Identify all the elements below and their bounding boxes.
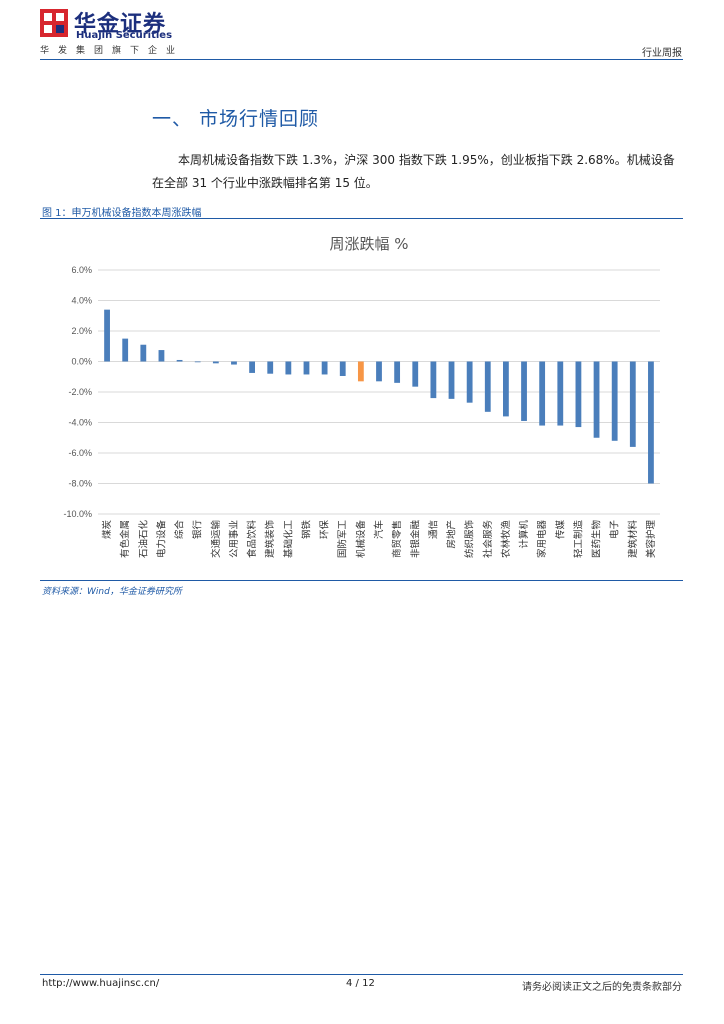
bar-28 (593, 361, 600, 438)
y-tick-label: 2.0% (71, 326, 92, 336)
brand-name-cn: 华金证券 (74, 12, 167, 37)
bar-5 (176, 359, 183, 362)
x-tick-label: 国防军工 (337, 520, 349, 559)
footer-divider (40, 974, 683, 975)
x-tick-label: 通信 (427, 520, 439, 539)
x-tick-label: 美容护理 (645, 520, 657, 559)
bar-29 (611, 361, 618, 441)
x-tick-label: 计算机 (518, 520, 530, 549)
x-tick-label: 房地产 (446, 520, 458, 549)
figure-caption: 图 1：申万机械设备指数本周涨跌幅 (42, 208, 202, 219)
figure-bottom-divider (40, 580, 683, 581)
x-tick-label: 煤炭 (101, 520, 113, 540)
x-tick-label: 电子 (609, 520, 621, 540)
y-tick-label: -4.0% (68, 418, 92, 428)
x-tick-label: 医药生物 (591, 520, 603, 559)
x-tick-label: 基础化工 (282, 520, 294, 559)
x-tick-label: 银行 (192, 520, 204, 540)
bar-6 (194, 361, 201, 363)
x-tick-label: 汽车 (373, 520, 385, 539)
bar-18 (412, 361, 419, 387)
y-tick-label: -6.0% (68, 448, 92, 458)
figure-source: 资料来源：Wind，华金证券研究所 (42, 587, 182, 597)
x-tick-label: 环保 (319, 520, 331, 540)
bar-20 (448, 361, 455, 399)
x-tick-label: 有色金属 (119, 520, 131, 558)
bar-2 (122, 338, 129, 362)
bar-11 (285, 361, 292, 375)
y-tick-label: 4.0% (71, 296, 92, 306)
bar-12 (303, 361, 310, 375)
weekly-change-bar-chart: 周涨跌幅 % 6.0% 4.0% 2.0% 0.0% -2.0% -4.0% -6.0% -8.… (63, 235, 660, 559)
x-tick-label: 社会服务 (482, 520, 494, 559)
chart-title: 周涨跌幅 % (329, 235, 408, 253)
x-tick-label: 轻工制造 (572, 520, 584, 559)
page-number: 4 / 12 (346, 978, 375, 989)
bar-30 (629, 361, 636, 447)
figure-top-divider (40, 218, 683, 219)
bar-26 (557, 361, 564, 426)
bar-27 (575, 361, 582, 428)
footer-disclaimer: 请务必阅读正文之后的免责条款部分 (522, 982, 682, 993)
bar-24 (521, 361, 527, 421)
y-tick-label: 0.0% (71, 357, 92, 367)
x-tick-label: 石油石化 (137, 520, 149, 559)
paragraph-line-2: 在全部 31 个行业中涨跌幅排名第 15 位。 (152, 176, 378, 190)
bar-25 (539, 361, 546, 426)
section-title: 一、 市场行情回顾 (152, 108, 320, 130)
x-tick-label: 农林牧渔 (500, 520, 512, 559)
y-tick-label: -10.0% (63, 509, 92, 519)
x-tick-label: 纺织服饰 (464, 520, 476, 558)
bar-21 (466, 361, 473, 403)
bar-4 (158, 350, 165, 362)
y-tick-label: -2.0% (68, 387, 92, 397)
x-tick-label: 综合 (174, 520, 186, 540)
bar-15 (357, 361, 364, 382)
x-tick-label: 建筑装饰 (264, 520, 276, 558)
bar-7 (212, 361, 219, 364)
bar-16 (376, 361, 382, 382)
y-tick-label: 6.0% (71, 265, 92, 275)
report-type-label: 行业周报 (642, 48, 682, 59)
brand-name-en: Huajin Securities (76, 30, 173, 41)
brand-tagline: 华发集团旗下企业 (40, 46, 185, 56)
paragraph-line-1: 本周机械设备指数下跌 1.3%，沪深 300 指数下跌 1.95%，创业板指下跌… (178, 153, 675, 167)
x-tick-label: 建筑材料 (627, 520, 639, 559)
x-tick-label: 家用电器 (536, 520, 548, 559)
x-tick-label: 电力设备 (155, 520, 167, 559)
x-tick-label: 交通运输 (210, 520, 222, 559)
bar-10 (267, 361, 274, 374)
footer-url[interactable]: http://www.huajinsc.cn/ (42, 978, 160, 989)
huajin-logo-icon (40, 9, 68, 37)
bar-1 (104, 309, 110, 362)
header-divider (40, 59, 683, 60)
x-tick-label: 非银金融 (409, 520, 421, 559)
bar-17 (394, 361, 401, 383)
bar-31 (648, 361, 654, 484)
x-tick-label: 商贸零售 (391, 520, 403, 558)
bar-13 (321, 361, 328, 375)
y-tick-label: -8.0% (68, 479, 92, 489)
x-tick-label: 传媒 (554, 520, 566, 540)
bar-9 (249, 361, 255, 373)
x-tick-label: 机械设备 (355, 520, 367, 559)
bar-23 (503, 361, 509, 417)
bar-8 (231, 361, 237, 365)
x-tick-label: 公用事业 (228, 520, 240, 558)
bar-14 (339, 361, 346, 376)
bar-22 (484, 361, 491, 412)
bar-3 (140, 344, 147, 362)
x-tick-label: 食品饮料 (246, 520, 258, 559)
bar-19 (430, 361, 437, 399)
x-tick-label: 钢铁 (300, 520, 312, 540)
